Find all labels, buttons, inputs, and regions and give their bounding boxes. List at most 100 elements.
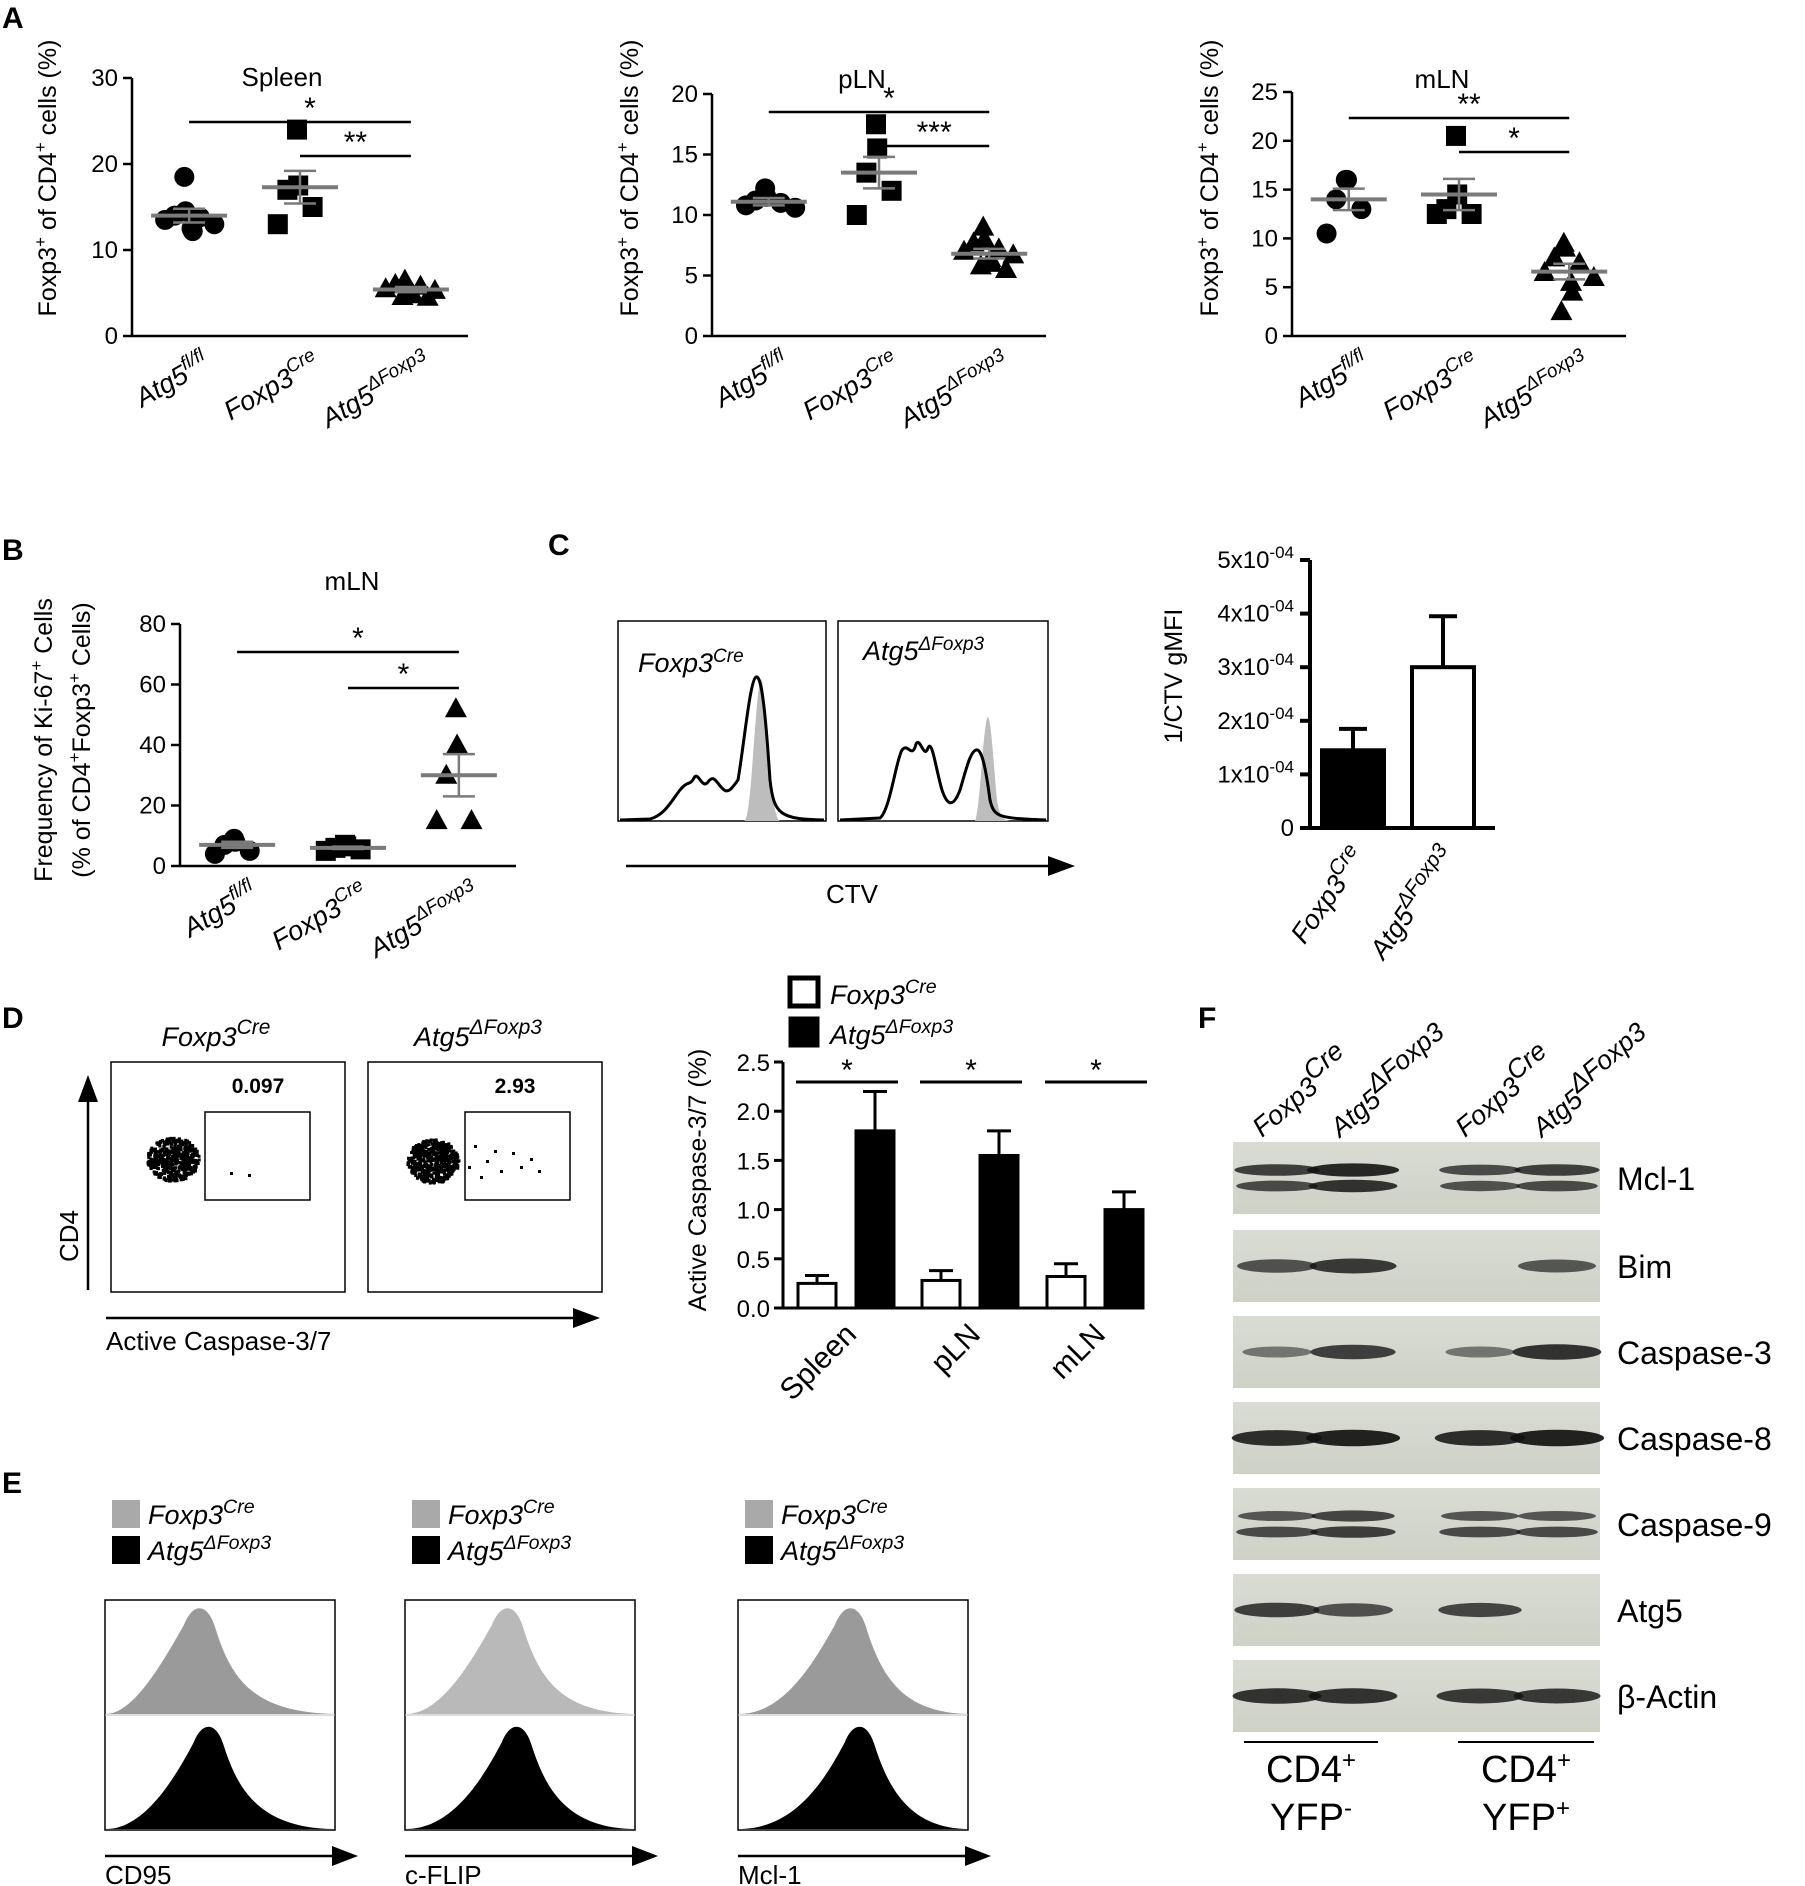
y-tick-label: 1x10-04 (1217, 757, 1294, 788)
legend-swatch-open (787, 975, 821, 1009)
panel-label-e: E (2, 1467, 22, 1500)
flow-event (419, 1168, 423, 1172)
flow-event (181, 1151, 185, 1155)
y-axis-label-part: of CD4 (1196, 152, 1224, 237)
significance-label: * (1508, 122, 1520, 155)
legend-label-black-sup: ΔFoxp3 (203, 1532, 272, 1554)
flow-event (162, 1141, 166, 1145)
band-label: Mcl-1 (1617, 1161, 1695, 1197)
flow-event (173, 1168, 177, 1172)
blot-band (1231, 1430, 1323, 1446)
flow-event (171, 1174, 175, 1178)
legend-label-black-base: Atg5 (446, 1536, 505, 1566)
legend-swatch-gray (412, 1500, 440, 1528)
flow-event (432, 1157, 436, 1161)
group-label-line2-sup: + (1556, 1795, 1570, 1822)
flow-event (176, 1169, 180, 1173)
data-point (174, 166, 195, 187)
legend-label-gray-sup: Cre (523, 1496, 555, 1518)
group-label-line1-base: CD4 (1481, 1749, 1557, 1791)
flow-event (179, 1154, 183, 1158)
flow-event (512, 1152, 515, 1155)
flow-event (178, 1152, 182, 1156)
flow-event (185, 1151, 189, 1155)
caspase-axis-arrowhead (573, 1308, 600, 1328)
flow-event (420, 1178, 424, 1182)
panel-e-histograms: Foxp3CreAtg5ΔFoxp3CD95Foxp3CreAtg5ΔFoxp3… (104, 1496, 991, 1886)
blot-band (1445, 1346, 1515, 1358)
group-label-line1-sup: + (1557, 1747, 1571, 1774)
flow-event (418, 1154, 422, 1158)
flow-event (149, 1157, 153, 1161)
blot-band (1306, 1163, 1400, 1177)
flow-event (425, 1167, 429, 1171)
flow-event (173, 1145, 177, 1149)
blot-band (1514, 1164, 1600, 1176)
data-point (1568, 251, 1591, 272)
flow-event (452, 1149, 456, 1153)
data-point (1582, 265, 1605, 286)
flow-event (434, 1155, 438, 1159)
bar (978, 1153, 1020, 1310)
flow-plot-1-title: Foxp3Cre (162, 1016, 271, 1052)
y-axis-label-sup: + (31, 237, 50, 247)
flow-event (442, 1154, 446, 1158)
y-tick-label: 3x10-04 (1217, 650, 1294, 681)
chart-title: mLN (1415, 64, 1470, 94)
band-label: Bim (1617, 1249, 1672, 1285)
flow-event (430, 1162, 434, 1166)
flow-event (448, 1166, 452, 1170)
flow-event (197, 1158, 201, 1162)
blot-band (1509, 1429, 1605, 1447)
legend-label-gray-base: Foxp3 (781, 1500, 856, 1530)
flow-event (248, 1174, 251, 1177)
flow-event (184, 1165, 188, 1169)
y-axis-label: Foxp3+ of CD4+ cells (%) (613, 40, 644, 317)
legend-label-black: Atg5ΔFoxp3 (779, 1532, 904, 1566)
category-label-base: Foxp3 (267, 892, 347, 956)
flow-event (427, 1170, 431, 1174)
legend-swatch-black (745, 1536, 773, 1564)
data-point (846, 205, 867, 225)
flow-event (186, 1141, 190, 1145)
flow-event (194, 1147, 198, 1151)
y-tick-label: 0 (105, 323, 118, 350)
flow-event (426, 1153, 430, 1157)
flow-event (165, 1147, 169, 1151)
flow-event (447, 1142, 451, 1146)
flow-event (193, 1167, 197, 1171)
flow-event (158, 1151, 162, 1155)
lane-label-4: Atg5ΔFoxp3 (1518, 1016, 1659, 1144)
flow-event (165, 1160, 169, 1164)
flow-event (147, 1156, 151, 1160)
y-tick-label: 2.0 (737, 1099, 770, 1126)
flow-event (171, 1137, 175, 1141)
blot-band (1436, 1688, 1524, 1704)
flow-event (179, 1161, 183, 1165)
axis-label: c-FLIP (405, 1860, 482, 1886)
y-tick-label: 2.5 (737, 1050, 770, 1077)
panel-label-b: B (2, 534, 24, 567)
flow-event (164, 1163, 168, 1167)
data-point (1446, 125, 1466, 146)
legend-swatch-gray (112, 1500, 140, 1528)
flow-event (417, 1143, 421, 1147)
flow-event (434, 1153, 438, 1157)
flow-event (161, 1153, 165, 1157)
flow-event (179, 1164, 183, 1168)
category-label-sup: ΔFoxp3 (1391, 839, 1452, 913)
y-tick-label: 0 (1265, 323, 1278, 350)
legend-swatch-black (412, 1536, 440, 1564)
flow-event (173, 1142, 177, 1146)
flow-event (230, 1172, 233, 1175)
flow-event (160, 1138, 164, 1142)
y-tick-label-base: 3x10 (1217, 654, 1269, 681)
flow-event (167, 1137, 171, 1141)
flow-event (177, 1166, 181, 1170)
flow-event (411, 1171, 415, 1175)
histogram-frame-2 (837, 620, 1049, 822)
flow-event (153, 1149, 157, 1153)
data-point (1461, 204, 1482, 224)
y-axis-label-sup: + (27, 661, 46, 671)
flow-event (177, 1149, 181, 1153)
